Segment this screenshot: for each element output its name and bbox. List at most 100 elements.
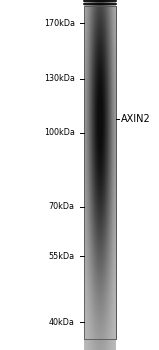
- Bar: [86, 59, 87, 60]
- Bar: [108, 114, 109, 115]
- Bar: [106, 47, 107, 48]
- Bar: [89, 190, 90, 191]
- Bar: [91, 268, 92, 270]
- Bar: [100, 150, 101, 152]
- Bar: [85, 142, 86, 144]
- Bar: [105, 203, 106, 205]
- Bar: [87, 274, 88, 276]
- Bar: [96, 59, 97, 60]
- Bar: [102, 147, 103, 148]
- Bar: [91, 69, 92, 70]
- Bar: [95, 133, 96, 134]
- Bar: [92, 254, 93, 256]
- Bar: [99, 161, 100, 162]
- Bar: [92, 81, 93, 82]
- Bar: [85, 1, 86, 2]
- Bar: [90, 222, 91, 224]
- Bar: [84, 292, 85, 294]
- Bar: [87, 6, 88, 7]
- Bar: [106, 21, 107, 22]
- Bar: [111, 22, 112, 23]
- Bar: [90, 256, 91, 258]
- Bar: [109, 174, 110, 175]
- Bar: [95, 229, 96, 230]
- Bar: [91, 274, 92, 276]
- Bar: [109, 101, 110, 102]
- Bar: [112, 19, 113, 20]
- Bar: [104, 162, 105, 164]
- Bar: [88, 136, 89, 137]
- Bar: [107, 37, 108, 38]
- Bar: [91, 2, 92, 3]
- Bar: [109, 319, 110, 322]
- Bar: [109, 14, 110, 15]
- Bar: [88, 117, 89, 118]
- Bar: [102, 48, 103, 49]
- Bar: [91, 287, 92, 289]
- Bar: [102, 227, 103, 229]
- Bar: [92, 90, 93, 91]
- Bar: [85, 123, 86, 124]
- Bar: [100, 175, 101, 176]
- Bar: [95, 243, 96, 245]
- Bar: [85, 144, 86, 145]
- Bar: [108, 314, 109, 316]
- Bar: [106, 112, 107, 113]
- Bar: [89, 93, 90, 94]
- Bar: [113, 186, 114, 187]
- Bar: [115, 119, 116, 120]
- Bar: [105, 62, 106, 63]
- Bar: [99, 91, 100, 92]
- Bar: [101, 48, 102, 49]
- Bar: [85, 17, 86, 18]
- Bar: [96, 169, 97, 170]
- Bar: [108, 193, 109, 194]
- Bar: [84, 152, 85, 153]
- Bar: [115, 232, 116, 234]
- Bar: [97, 202, 98, 203]
- Bar: [90, 18, 91, 19]
- Bar: [88, 229, 89, 230]
- Bar: [97, 19, 98, 20]
- Bar: [97, 183, 98, 184]
- Bar: [107, 237, 108, 239]
- Bar: [88, 7, 89, 8]
- Bar: [95, 107, 96, 108]
- Bar: [108, 203, 109, 205]
- Bar: [90, 57, 91, 58]
- Bar: [89, 222, 90, 224]
- Bar: [95, 246, 96, 248]
- Bar: [103, 281, 104, 283]
- Bar: [109, 46, 110, 47]
- Bar: [105, 165, 106, 166]
- Bar: [106, 211, 107, 212]
- Bar: [111, 50, 112, 51]
- Bar: [84, 26, 85, 27]
- Bar: [107, 44, 108, 45]
- Bar: [84, 27, 85, 28]
- Bar: [106, 260, 107, 262]
- Bar: [89, 108, 90, 110]
- Bar: [111, 112, 112, 113]
- Bar: [99, 44, 100, 45]
- Bar: [93, 216, 94, 217]
- Bar: [95, 44, 96, 45]
- Bar: [95, 20, 96, 21]
- Bar: [90, 108, 91, 110]
- Bar: [85, 335, 86, 338]
- Bar: [115, 147, 116, 148]
- Bar: [109, 40, 110, 41]
- Bar: [102, 236, 103, 237]
- Bar: [103, 22, 104, 23]
- Bar: [87, 144, 88, 145]
- Bar: [96, 182, 97, 183]
- Bar: [107, 12, 108, 13]
- Bar: [85, 289, 86, 292]
- Bar: [88, 186, 89, 187]
- Bar: [104, 245, 105, 246]
- Bar: [104, 314, 105, 316]
- Bar: [97, 131, 98, 132]
- Bar: [110, 139, 111, 140]
- Bar: [90, 158, 91, 159]
- Bar: [98, 170, 99, 171]
